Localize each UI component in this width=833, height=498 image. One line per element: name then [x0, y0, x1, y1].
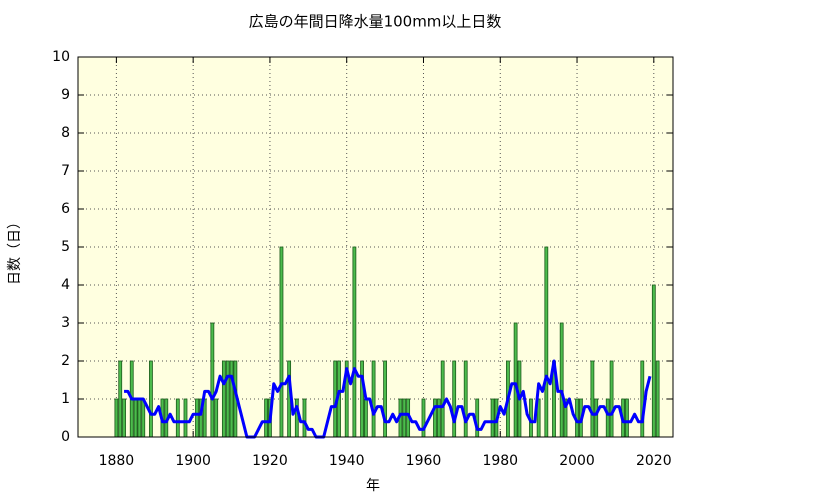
bar	[137, 398, 142, 438]
bar	[225, 360, 230, 438]
y-tick-label: 3	[61, 315, 70, 331]
bar	[195, 398, 199, 438]
bar	[175, 398, 180, 438]
x-tick-label: 1980	[482, 453, 518, 469]
y-tick-label: 2	[61, 353, 70, 369]
bar	[383, 360, 387, 438]
bar	[402, 398, 407, 438]
x-tick-label: 2020	[636, 453, 672, 469]
bar	[433, 398, 437, 438]
bar	[609, 360, 614, 438]
bar	[118, 360, 123, 438]
y-axis-label: 日数（日）	[7, 215, 23, 285]
y-tick-label: 10	[52, 49, 70, 65]
x-axis-label: 年	[366, 478, 380, 494]
bar	[149, 360, 153, 438]
x-tick-label: 2000	[559, 453, 595, 469]
bar	[452, 360, 457, 438]
bar	[559, 322, 564, 438]
bar	[590, 360, 595, 438]
bar	[625, 398, 629, 438]
x-tick-label: 1960	[406, 453, 442, 469]
bar	[294, 398, 299, 438]
bar	[640, 360, 645, 438]
bar	[605, 398, 610, 438]
bar	[352, 246, 357, 438]
bar	[475, 398, 480, 438]
y-tick-label: 0	[61, 429, 70, 445]
x-tick-label: 1880	[99, 453, 135, 469]
bar	[364, 398, 368, 438]
x-tick-label: 1940	[329, 453, 365, 469]
bar	[114, 398, 119, 438]
bar	[440, 360, 445, 438]
x-tick-label: 1900	[175, 453, 211, 469]
bar	[264, 398, 268, 438]
bar	[436, 398, 441, 438]
bar	[221, 360, 226, 438]
plot-area	[78, 57, 673, 437]
chart-title: 広島の年間日降水量100mm以上日数	[249, 13, 502, 31]
x-tick-label: 1920	[252, 453, 288, 469]
bar	[302, 398, 307, 438]
bar	[655, 360, 660, 438]
bar	[122, 398, 126, 438]
y-tick-label: 1	[61, 391, 70, 407]
bar	[141, 398, 146, 438]
y-tick-label: 7	[61, 163, 70, 179]
moving-average-line	[124, 359, 652, 439]
y-tick-label: 4	[61, 277, 70, 293]
bar	[133, 398, 138, 438]
y-tick-label: 6	[61, 201, 70, 217]
bar	[371, 360, 376, 438]
bar	[594, 398, 599, 438]
bar	[544, 246, 549, 438]
bar	[513, 322, 518, 438]
bar	[421, 398, 426, 438]
y-tick-label: 5	[61, 239, 70, 255]
bar	[210, 322, 215, 438]
bar	[279, 246, 284, 438]
bar	[490, 398, 495, 438]
y-tick-label: 8	[61, 125, 70, 141]
bar	[183, 398, 188, 438]
plot-frame	[77, 56, 674, 438]
bar	[463, 360, 468, 438]
bar	[229, 360, 234, 438]
bar	[651, 284, 656, 438]
bar	[360, 360, 364, 438]
bar	[214, 398, 219, 438]
y-tick-label: 9	[61, 87, 70, 103]
